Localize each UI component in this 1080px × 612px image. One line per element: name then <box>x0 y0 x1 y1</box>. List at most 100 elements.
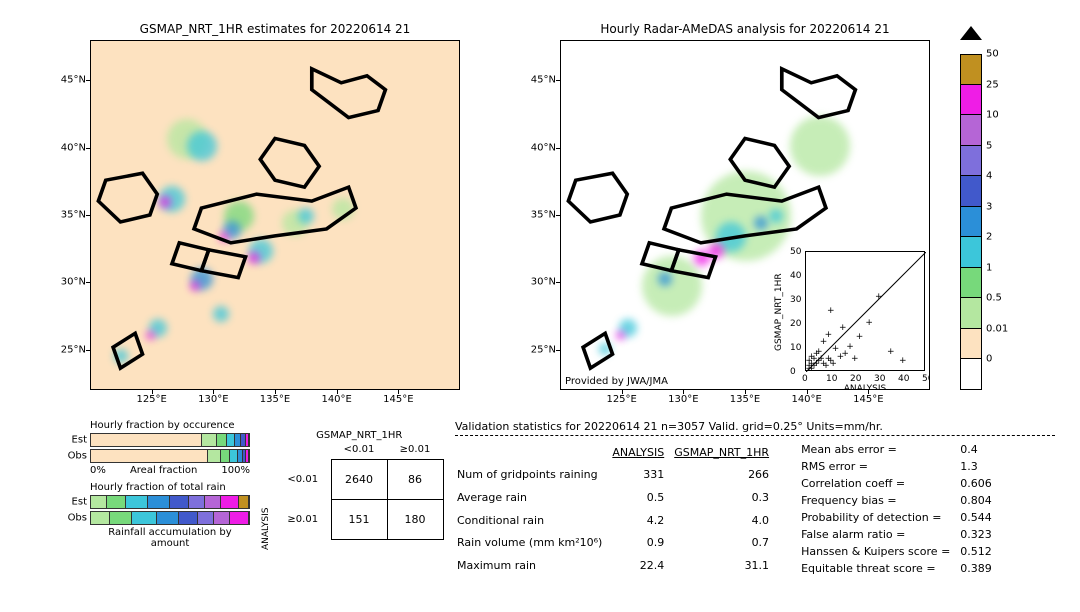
colorbar-label: 10 <box>986 110 999 121</box>
comp-cell: 0.7 <box>674 532 777 553</box>
score-label: Frequency bias = <box>801 493 958 508</box>
inset-ytick: 40 <box>790 271 801 281</box>
score-value: 0.323 <box>960 527 1000 542</box>
ct-row-1: ≥0.01 <box>275 499 331 539</box>
scatter-point: + <box>865 319 873 328</box>
ct-row-0: <0.01 <box>275 459 331 499</box>
scatter-point: + <box>875 293 883 302</box>
colorbar-label: 2 <box>986 232 992 243</box>
colorbar-seg <box>960 207 982 238</box>
scatter-point: + <box>827 307 835 316</box>
inset-ytick: 10 <box>790 343 801 353</box>
colorbar-seg <box>960 359 982 390</box>
totalrain-footer: Rainfall accumulation by amount <box>90 527 250 549</box>
scores-table: Mean abs error =0.4RMS error =1.3Correla… <box>799 440 1002 578</box>
score-label: False alarm ratio = <box>801 527 958 542</box>
comp-cell: 266 <box>674 464 777 485</box>
colorbar-label: 5 <box>986 140 992 151</box>
colorbar-label: 0.01 <box>986 323 1008 334</box>
score-label: Probability of detection = <box>801 510 958 525</box>
score-value: 0.512 <box>960 544 1000 559</box>
colorbar-seg <box>960 176 982 207</box>
inset-xtick: 30 <box>874 374 885 384</box>
colorbar-label: 1 <box>986 262 992 273</box>
ct-col-1: ≥0.01 <box>387 441 443 459</box>
stacked-bar: Est <box>90 433 250 447</box>
scatter-point: + <box>839 324 847 333</box>
inset-ytick: 0 <box>790 367 796 377</box>
colorbar-seg <box>960 115 982 146</box>
stacked-bar: Est <box>90 495 250 509</box>
colorbar-seg <box>960 268 982 299</box>
scatter-point: + <box>825 331 833 340</box>
score-value: 1.3 <box>960 459 1000 474</box>
stacked-bar: Obs <box>90 449 250 463</box>
scatter-point: + <box>846 343 854 352</box>
validation-header: Validation statistics for 20220614 21 n=… <box>455 420 1055 433</box>
inset-ylabel: GSMAP_NRT_1HR <box>774 262 784 362</box>
scatter-inset: ++++++++++++++++++++++++++++++++ 0102030… <box>805 251 925 371</box>
comp-cell: 31.1 <box>674 555 777 576</box>
map-credit: Provided by JWA/JMA <box>565 376 668 387</box>
comp-cell: 22.4 <box>612 555 672 576</box>
comp-h2: GSMAP_NRT_1HR <box>674 442 777 462</box>
left-map-title: GSMAP_NRT_1HR estimates for 20220614 21 <box>90 22 460 36</box>
scatter-point: + <box>899 357 907 366</box>
ct-cell-00: 2640 <box>331 459 387 499</box>
score-label: Correlation coeff = <box>801 476 958 491</box>
occ-axis-0: 0% <box>90 465 106 476</box>
comp-cell: Num of gridpoints raining <box>457 464 610 485</box>
left-map <box>90 40 460 390</box>
contingency-col-title: GSMAP_NRT_1HR <box>275 430 444 441</box>
inset-xtick: 0 <box>802 374 808 384</box>
totalrain-title: Hourly fraction of total rain <box>90 482 250 493</box>
score-label: Mean abs error = <box>801 442 958 457</box>
occ-axis-100: 100% <box>221 465 250 476</box>
inset-xtick: 40 <box>898 374 909 384</box>
stacked-bar: Obs <box>90 511 250 525</box>
score-value: 0.389 <box>960 561 1000 576</box>
comp-cell: Maximum rain <box>457 555 610 576</box>
ct-col-0: <0.01 <box>331 441 387 459</box>
inset-xtick: 10 <box>826 374 837 384</box>
bar-row-label: Obs <box>68 513 91 524</box>
colorbar-seg <box>960 54 982 85</box>
colorbar-label: 50 <box>986 49 999 60</box>
score-label: Equitable threat score = <box>801 561 958 576</box>
bar-row-label: Est <box>72 497 91 508</box>
colorbar-label: 4 <box>986 171 992 182</box>
comp-cell: 331 <box>612 464 672 485</box>
colorbar-label: 0.5 <box>986 293 1002 304</box>
colorbar-seg <box>960 237 982 268</box>
colorbar: 502510543210.50.010 <box>960 40 982 390</box>
contingency-row-title: ANALYSIS <box>261 470 271 550</box>
right-map-title: Hourly Radar-AMeDAS analysis for 2022061… <box>560 22 930 36</box>
bar-row-label: Obs <box>68 451 91 462</box>
right-map: ++++++++++++++++++++++++++++++++ 0102030… <box>560 40 930 390</box>
contingency-table: GSMAP_NRT_1HR <0.01≥0.01 <0.01264086 ≥0.… <box>275 430 444 540</box>
scatter-point: + <box>815 348 823 357</box>
score-label: RMS error = <box>801 459 958 474</box>
score-value: 0.544 <box>960 510 1000 525</box>
colorbar-seg <box>960 85 982 116</box>
ct-cell-10: 151 <box>331 499 387 539</box>
colorbar-overflow-icon <box>960 26 982 40</box>
scatter-point: + <box>851 355 859 364</box>
inset-xtick: 50 <box>922 374 930 384</box>
ct-cell-01: 86 <box>387 459 443 499</box>
colorbar-seg <box>960 298 982 329</box>
score-value: 0.804 <box>960 493 1000 508</box>
score-label: Hanssen & Kuipers score = <box>801 544 958 559</box>
score-value: 0.4 <box>960 442 1000 457</box>
occ-axis-label: Areal fraction <box>130 465 197 476</box>
colorbar-label: 0 <box>986 354 992 365</box>
occurrence-bars: Hourly fraction by occurence EstObs 0% A… <box>90 420 250 551</box>
comp-h0 <box>457 442 610 462</box>
colorbar-seg <box>960 146 982 177</box>
scatter-point: + <box>887 348 895 357</box>
comp-cell: Average rain <box>457 487 610 508</box>
inset-ytick: 30 <box>790 295 801 305</box>
comp-cell: Rain volume (mm km²10⁶) <box>457 532 610 553</box>
inset-xtick: 20 <box>850 374 861 384</box>
comp-h1: ANALYSIS <box>612 442 672 462</box>
